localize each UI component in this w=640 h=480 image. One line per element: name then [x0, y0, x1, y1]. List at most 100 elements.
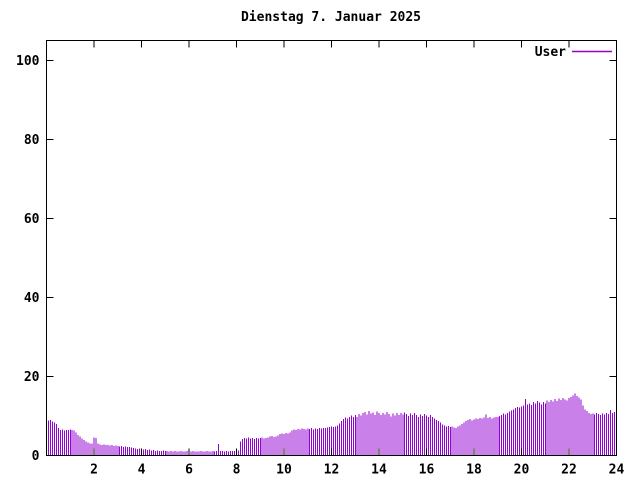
- bar: [590, 414, 592, 455]
- bar: [598, 414, 600, 455]
- bar: [210, 451, 212, 455]
- bar: [125, 446, 127, 455]
- bar: [91, 443, 93, 455]
- bar: [245, 438, 247, 455]
- bar: [554, 398, 556, 455]
- bar: [433, 418, 435, 455]
- bar: [239, 441, 241, 455]
- bar: [281, 433, 283, 455]
- bar: [162, 450, 164, 455]
- bar: [255, 438, 257, 455]
- bar: [406, 414, 408, 455]
- bar: [340, 421, 342, 455]
- bar: [275, 436, 277, 455]
- bar: [97, 443, 99, 455]
- x-tick-label: 18: [466, 463, 482, 478]
- bar: [398, 414, 400, 455]
- bar: [606, 413, 608, 455]
- bar: [164, 451, 166, 455]
- bar: [168, 451, 170, 455]
- bar: [226, 451, 228, 455]
- bar: [540, 404, 542, 455]
- bar: [89, 443, 91, 455]
- bar: [261, 437, 263, 455]
- bar: [208, 451, 210, 455]
- bar: [467, 419, 469, 455]
- bar: [142, 449, 144, 455]
- bar: [592, 413, 594, 455]
- bar: [283, 433, 285, 455]
- bar: [133, 447, 135, 455]
- bar: [63, 430, 65, 455]
- bar: [443, 425, 445, 455]
- bar: [287, 433, 289, 455]
- bar: [291, 430, 293, 455]
- bar: [578, 397, 580, 455]
- bar: [194, 451, 196, 455]
- bar: [382, 412, 384, 455]
- bar: [220, 450, 222, 455]
- bar: [247, 437, 249, 455]
- bar: [186, 451, 188, 455]
- bar: [129, 446, 131, 455]
- bar: [584, 409, 586, 455]
- bar: [396, 413, 398, 455]
- bar: [299, 429, 301, 455]
- bar: [172, 451, 174, 455]
- y-tick-label: 100: [16, 54, 40, 69]
- bar: [230, 451, 232, 455]
- bar: [431, 416, 433, 455]
- bar: [73, 430, 75, 455]
- bar: [115, 445, 117, 455]
- bar: [307, 428, 309, 455]
- bar: [582, 405, 584, 455]
- bar: [576, 395, 578, 455]
- bar: [75, 432, 77, 455]
- bar: [47, 420, 49, 455]
- bar: [277, 435, 279, 455]
- bar: [392, 413, 394, 455]
- bar: [522, 405, 524, 455]
- bar: [378, 413, 380, 455]
- bar: [200, 451, 202, 455]
- bar: [556, 400, 558, 455]
- bar: [117, 446, 119, 455]
- bar: [174, 451, 176, 455]
- legend-user-label: User: [535, 45, 566, 60]
- bar: [542, 401, 544, 455]
- bar: [588, 412, 590, 455]
- bar: [475, 418, 477, 455]
- bar: [580, 399, 582, 455]
- bar: [55, 423, 57, 455]
- x-tick-label: 4: [138, 463, 146, 478]
- bar: [483, 417, 485, 455]
- bar: [61, 429, 63, 455]
- bar: [610, 410, 612, 455]
- bar: [532, 402, 534, 455]
- bar: [376, 411, 378, 455]
- bar: [338, 423, 340, 455]
- bar: [586, 411, 588, 455]
- bar: [303, 429, 305, 455]
- bar: [517, 406, 519, 455]
- bar: [560, 400, 562, 455]
- bar: [334, 426, 336, 455]
- bar: [51, 421, 53, 455]
- bar: [297, 429, 299, 455]
- bar: [471, 420, 473, 455]
- bar: [111, 445, 113, 455]
- bar: [410, 413, 412, 455]
- bar: [499, 415, 501, 455]
- bar: [526, 404, 528, 455]
- bar: [550, 399, 552, 455]
- bar: [196, 451, 198, 455]
- bar: [491, 418, 493, 455]
- bar: [154, 450, 156, 455]
- bar: [53, 422, 55, 455]
- bar: [477, 419, 479, 455]
- bar: [485, 414, 487, 455]
- bar: [57, 427, 59, 455]
- bar: [534, 403, 536, 455]
- bar: [49, 419, 51, 455]
- bar: [451, 426, 453, 455]
